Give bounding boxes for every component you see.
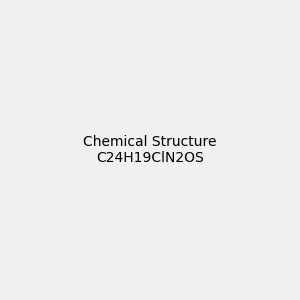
Text: Chemical Structure
C24H19ClN2OS: Chemical Structure C24H19ClN2OS xyxy=(83,135,217,165)
